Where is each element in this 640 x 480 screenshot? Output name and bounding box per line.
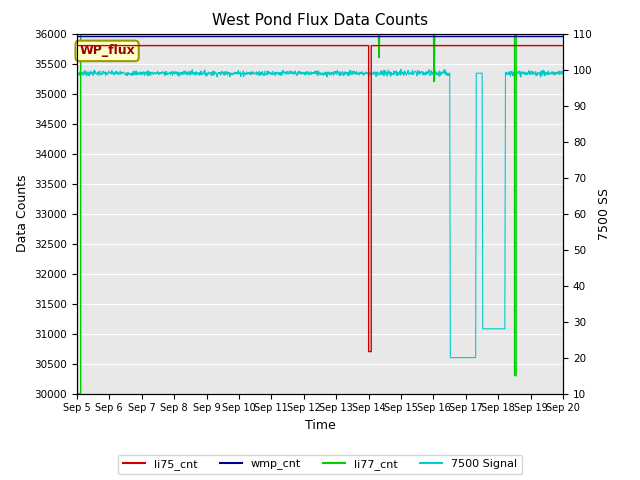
Text: WP_flux: WP_flux xyxy=(79,44,135,58)
Title: West Pond Flux Data Counts: West Pond Flux Data Counts xyxy=(212,13,428,28)
Y-axis label: Data Counts: Data Counts xyxy=(15,175,29,252)
Y-axis label: 7500 SS: 7500 SS xyxy=(598,188,611,240)
X-axis label: Time: Time xyxy=(305,419,335,432)
Legend: li75_cnt, wmp_cnt, li77_cnt, 7500 Signal: li75_cnt, wmp_cnt, li77_cnt, 7500 Signal xyxy=(118,455,522,474)
